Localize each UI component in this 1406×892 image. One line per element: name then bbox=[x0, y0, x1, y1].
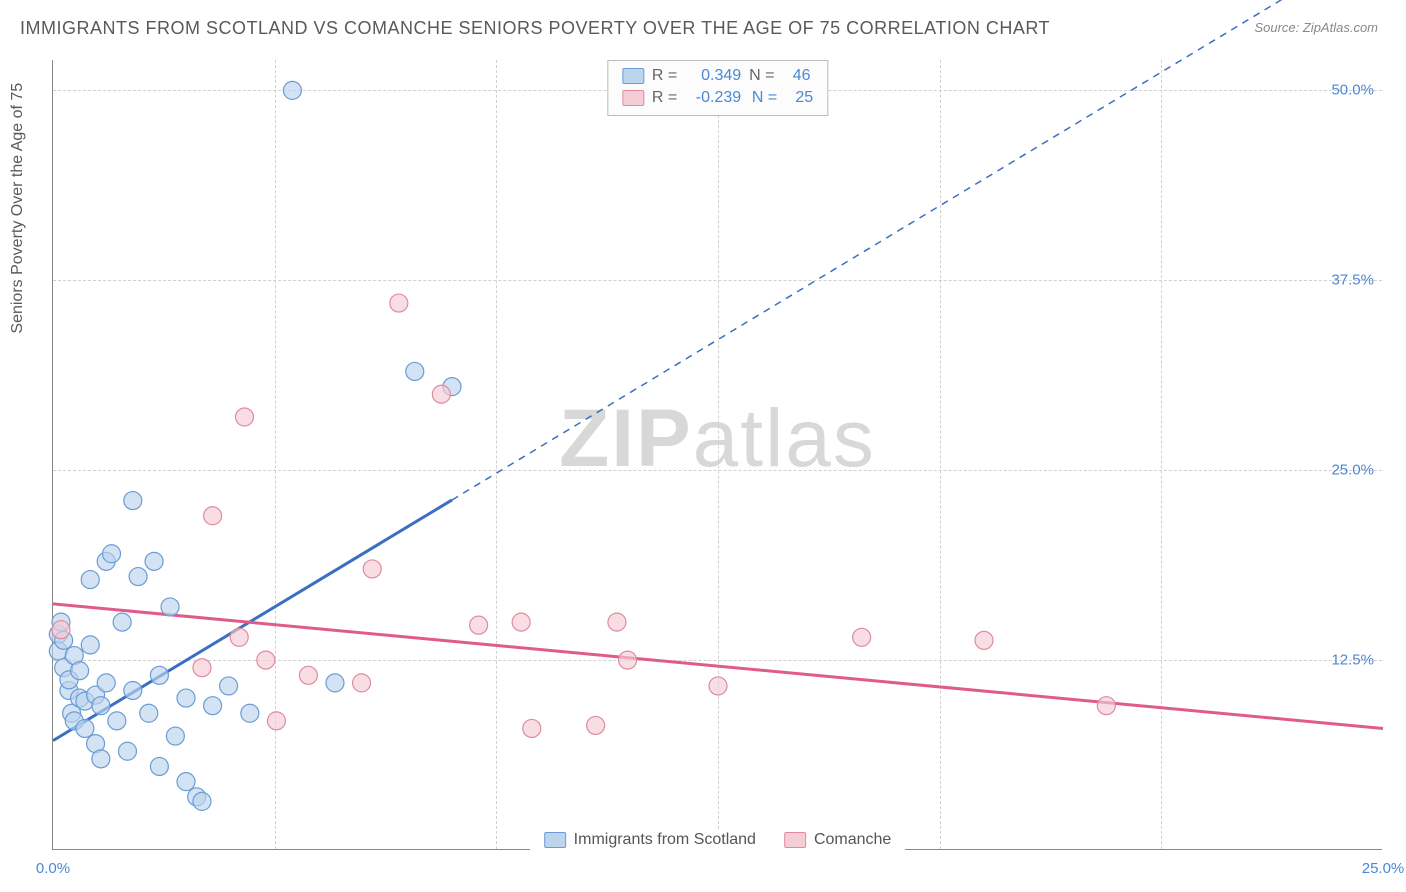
r-label-2: R = bbox=[652, 89, 677, 107]
r-label-1: R = bbox=[652, 67, 677, 85]
bottom-legend: Immigrants from Scotland Comanche bbox=[530, 829, 906, 851]
n-label-2: N = bbox=[749, 89, 777, 107]
legend-stats-row-2: R = -0.239 N = 25 bbox=[622, 87, 813, 109]
legend-label-1: Immigrants from Scotland bbox=[574, 831, 756, 849]
y-tick-label: 25.0% bbox=[1331, 462, 1374, 479]
legend-swatch-1 bbox=[622, 68, 644, 84]
legend-swatch-series1 bbox=[544, 832, 566, 848]
y-tick-label: 50.0% bbox=[1331, 82, 1374, 99]
y-tick-label: 37.5% bbox=[1331, 272, 1374, 289]
legend-stats-row-1: R = 0.349 N = 46 bbox=[622, 65, 813, 87]
y-tick-label: 12.5% bbox=[1331, 652, 1374, 669]
y-axis-label: Seniors Poverty Over the Age of 75 bbox=[9, 83, 27, 334]
n-value-1: 46 bbox=[783, 67, 811, 85]
r-value-2: -0.239 bbox=[685, 89, 741, 107]
r-value-1: 0.349 bbox=[685, 67, 741, 85]
legend-item-1: Immigrants from Scotland bbox=[544, 831, 756, 849]
x-tick-label: 25.0% bbox=[1362, 860, 1405, 877]
legend-stats-box: R = 0.349 N = 46 R = -0.239 N = 25 bbox=[607, 60, 828, 116]
source-attribution: Source: ZipAtlas.com bbox=[1254, 20, 1378, 35]
n-value-2: 25 bbox=[785, 89, 813, 107]
legend-label-2: Comanche bbox=[814, 831, 891, 849]
legend-swatch-series2 bbox=[784, 832, 806, 848]
n-label-1: N = bbox=[749, 67, 774, 85]
x-tick-label: 0.0% bbox=[36, 860, 70, 877]
plot-area: ZIPatlas R = 0.349 N = 46 R = -0.239 N =… bbox=[52, 60, 1382, 850]
chart-svg bbox=[53, 60, 1382, 849]
legend-swatch-2 bbox=[622, 90, 644, 106]
legend-item-2: Comanche bbox=[784, 831, 891, 849]
chart-title: IMMIGRANTS FROM SCOTLAND VS COMANCHE SEN… bbox=[20, 18, 1050, 39]
